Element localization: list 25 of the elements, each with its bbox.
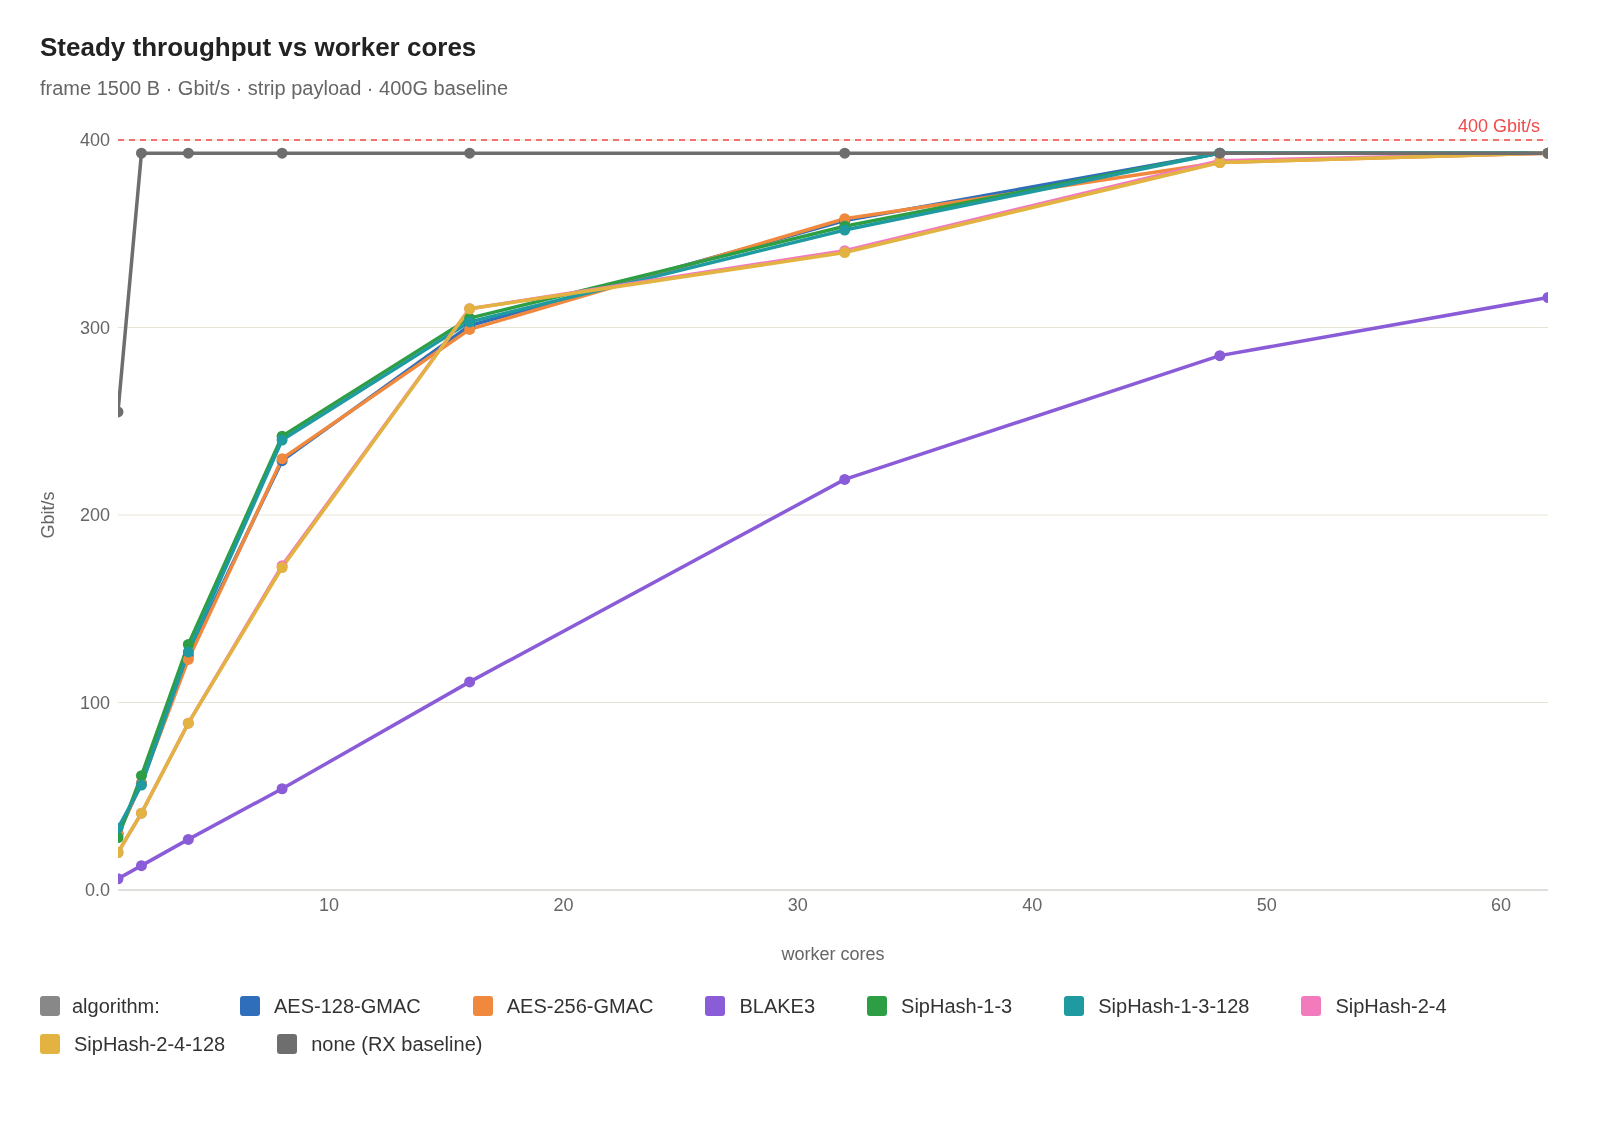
y-tick-label: 0.0 (84, 880, 110, 901)
y-tick-label: 100 (79, 692, 110, 713)
x-tick-label: 10 (318, 894, 339, 915)
y-tick-label: 400 (79, 130, 110, 151)
legend-label: none (RX baseline) (311, 1032, 483, 1056)
x-tick-label: 60 (1491, 894, 1512, 915)
y-tick-label: 300 (79, 317, 110, 338)
legend-label: SipHash-1-3 (901, 994, 1013, 1018)
y-axis-title: Gbit/s (38, 491, 59, 539)
x-axis-title: worker cores (780, 944, 885, 964)
x-tick-label: 20 (553, 894, 574, 915)
legend-label: BLAKE3 (739, 994, 816, 1018)
legend-title: algorithm: (72, 994, 160, 1018)
x-tick-label: 40 (1022, 894, 1043, 915)
x-tick-label: 30 (787, 894, 808, 915)
chart-subtitle: frame 1500 B · Gbit/s · strip payload · 400G baseline (40, 77, 509, 100)
x-tick-label: 50 (1256, 894, 1277, 915)
chart-title: Steady throughput vs worker cores (40, 32, 478, 63)
ref-line-label: 400 Gbit/s (1457, 116, 1540, 136)
legend-label: AES-256-GMAC (506, 994, 654, 1018)
legend-label: SipHash-2-4-128 (74, 1032, 226, 1056)
legend-label: AES-128-GMAC (274, 994, 421, 1018)
legend-label: SipHash-2-4 (1335, 994, 1447, 1018)
y-tick-label: 200 (79, 505, 110, 526)
legend-label: SipHash-1-3-128 (1098, 994, 1250, 1018)
